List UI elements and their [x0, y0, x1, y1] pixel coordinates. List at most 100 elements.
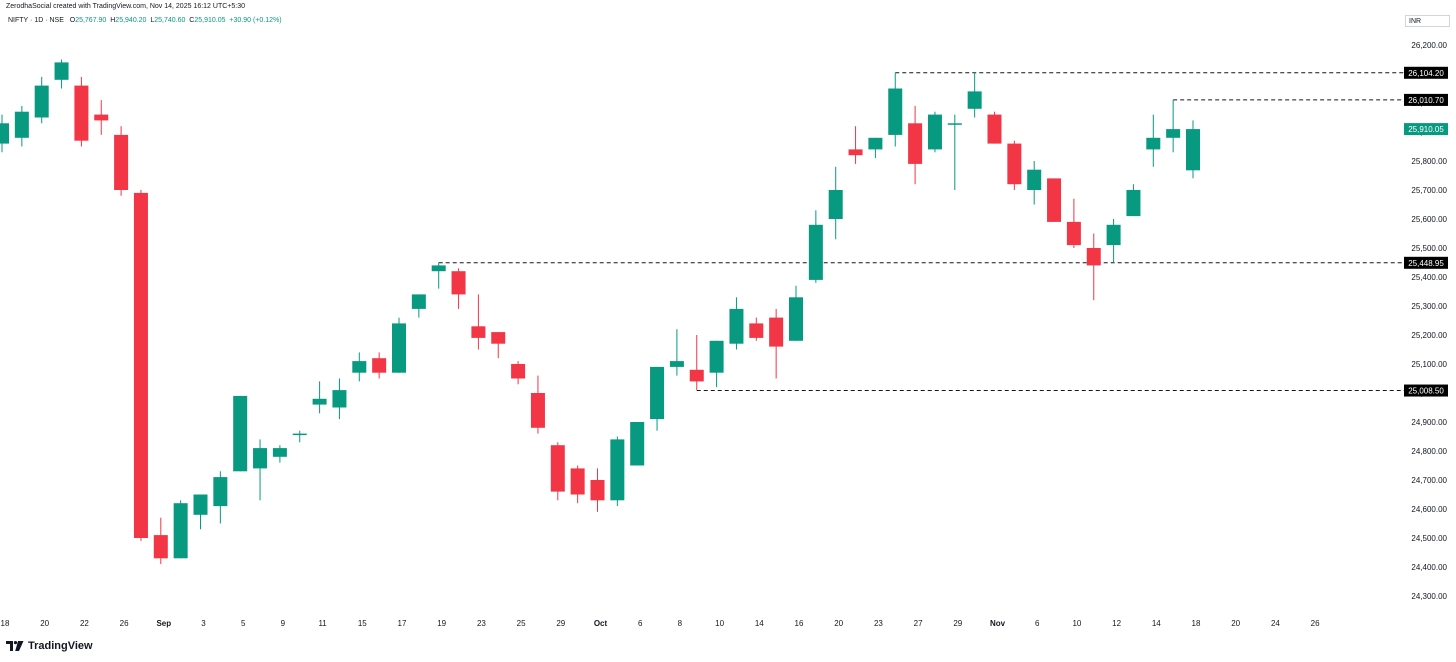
candle-body[interactable]: [34, 85, 49, 118]
candle-body[interactable]: [888, 88, 903, 135]
candle-body[interactable]: [54, 62, 69, 80]
candle-body[interactable]: [1146, 137, 1161, 150]
price-line-badge: 26,010.70: [1408, 96, 1444, 105]
candle-body[interactable]: [173, 503, 188, 559]
candle-body[interactable]: [967, 91, 982, 109]
candle-body[interactable]: [1186, 129, 1200, 171]
x-tick-label: 14: [755, 619, 764, 628]
candle-body[interactable]: [570, 468, 585, 495]
price-line-badge: 25,448.95: [1408, 259, 1444, 268]
candle-body[interactable]: [372, 358, 387, 373]
y-tick-label: 24,600.00: [1411, 505, 1447, 514]
y-tick-label: 25,500.00: [1411, 244, 1447, 253]
candle-body[interactable]: [669, 361, 684, 367]
candle-body[interactable]: [74, 85, 89, 141]
candle-body[interactable]: [411, 294, 426, 309]
close-label: C: [189, 17, 195, 24]
high-label: H: [110, 17, 116, 24]
candle-body[interactable]: [292, 433, 307, 436]
x-tick-label: 10: [1072, 619, 1081, 628]
x-tick-label: 6: [638, 619, 643, 628]
candle-body[interactable]: [253, 448, 268, 469]
candle-body[interactable]: [749, 323, 764, 338]
candle-body[interactable]: [1007, 143, 1022, 185]
y-tick-label: 25,800.00: [1411, 157, 1447, 166]
candle-body[interactable]: [590, 480, 605, 501]
candle-body[interactable]: [927, 114, 942, 150]
candle-body[interactable]: [1086, 248, 1101, 266]
last-price-badge: 25,910.05: [1408, 125, 1444, 134]
x-tick-label: 25: [517, 619, 526, 628]
candle-body[interactable]: [689, 369, 704, 382]
x-tick-label: Oct: [594, 619, 608, 628]
x-tick-label: 18: [1192, 619, 1201, 628]
x-tick-label: 23: [477, 619, 486, 628]
candle-body[interactable]: [650, 366, 665, 420]
candle-body[interactable]: [729, 308, 744, 344]
tradingview-brand: TradingView: [28, 640, 93, 652]
x-tick-label: Nov: [990, 619, 1006, 628]
candle-body[interactable]: [133, 192, 148, 538]
symbol-name[interactable]: NIFTY · 1D · NSE: [8, 17, 64, 24]
price-lines-layer: [438, 72, 1404, 392]
candle-body[interactable]: [1106, 224, 1121, 246]
candle-body[interactable]: [94, 114, 109, 121]
candle-body[interactable]: [987, 114, 1002, 144]
candle-body[interactable]: [14, 111, 29, 138]
x-tick-label: 27: [914, 619, 923, 628]
y-tick-label: 25,400.00: [1411, 273, 1447, 282]
candle-body[interactable]: [1126, 190, 1141, 217]
candle-body[interactable]: [1066, 221, 1081, 246]
candle-body[interactable]: [471, 326, 486, 338]
candle-body[interactable]: [332, 390, 347, 408]
candle-body[interactable]: [0, 123, 9, 144]
candle-body[interactable]: [808, 224, 823, 280]
x-tick-label: 3: [201, 619, 206, 628]
x-tick-label: 24: [1271, 619, 1280, 628]
candle-body[interactable]: [610, 439, 625, 501]
candle-body[interactable]: [511, 364, 526, 379]
candle-body[interactable]: [828, 190, 843, 219]
price-line-badge: 25,008.50: [1408, 387, 1444, 396]
candle-body[interactable]: [789, 297, 803, 341]
candle-body[interactable]: [233, 395, 248, 472]
candle-body[interactable]: [550, 445, 565, 492]
candle-body[interactable]: [272, 448, 287, 457]
candle-body[interactable]: [312, 398, 327, 405]
currency-selector[interactable]: INR: [1405, 15, 1450, 27]
x-tick-label: 16: [795, 619, 804, 628]
candle-body[interactable]: [868, 137, 883, 150]
close-value: 25,910.05: [194, 17, 226, 24]
y-tick-label: 24,400.00: [1411, 563, 1447, 572]
candle-body[interactable]: [908, 123, 923, 164]
candle-body[interactable]: [352, 361, 367, 373]
y-tick-label: 25,700.00: [1411, 186, 1447, 195]
candle-body[interactable]: [947, 123, 962, 125]
candle-body[interactable]: [153, 535, 168, 559]
candle-body[interactable]: [1027, 169, 1042, 190]
x-tick-label: 10: [715, 619, 724, 628]
candle-body[interactable]: [213, 477, 228, 507]
candle-body[interactable]: [769, 317, 784, 347]
candle-body[interactable]: [451, 271, 466, 295]
candle-body[interactable]: [114, 134, 129, 190]
y-tick-label: 25,300.00: [1411, 302, 1447, 311]
tradingview-logo-icon: [6, 641, 24, 651]
candle-body[interactable]: [709, 340, 724, 373]
candle-body[interactable]: [392, 323, 406, 373]
open-label: O: [69, 17, 76, 24]
price-line-badge-bg: [1404, 384, 1448, 397]
candles-layer: [0, 59, 1200, 565]
candle-body[interactable]: [630, 422, 645, 466]
x-tick-label: 29: [953, 619, 962, 628]
candle-body[interactable]: [193, 494, 208, 515]
x-tick-label: 20: [834, 619, 843, 628]
candle-body[interactable]: [491, 332, 506, 344]
candle-body[interactable]: [431, 265, 446, 272]
candle-body[interactable]: [530, 393, 545, 428]
candle-body[interactable]: [1166, 129, 1181, 138]
candle-body[interactable]: [1047, 178, 1062, 222]
candle-body[interactable]: [848, 149, 863, 156]
tradingview-logo[interactable]: TradingView: [6, 640, 93, 652]
